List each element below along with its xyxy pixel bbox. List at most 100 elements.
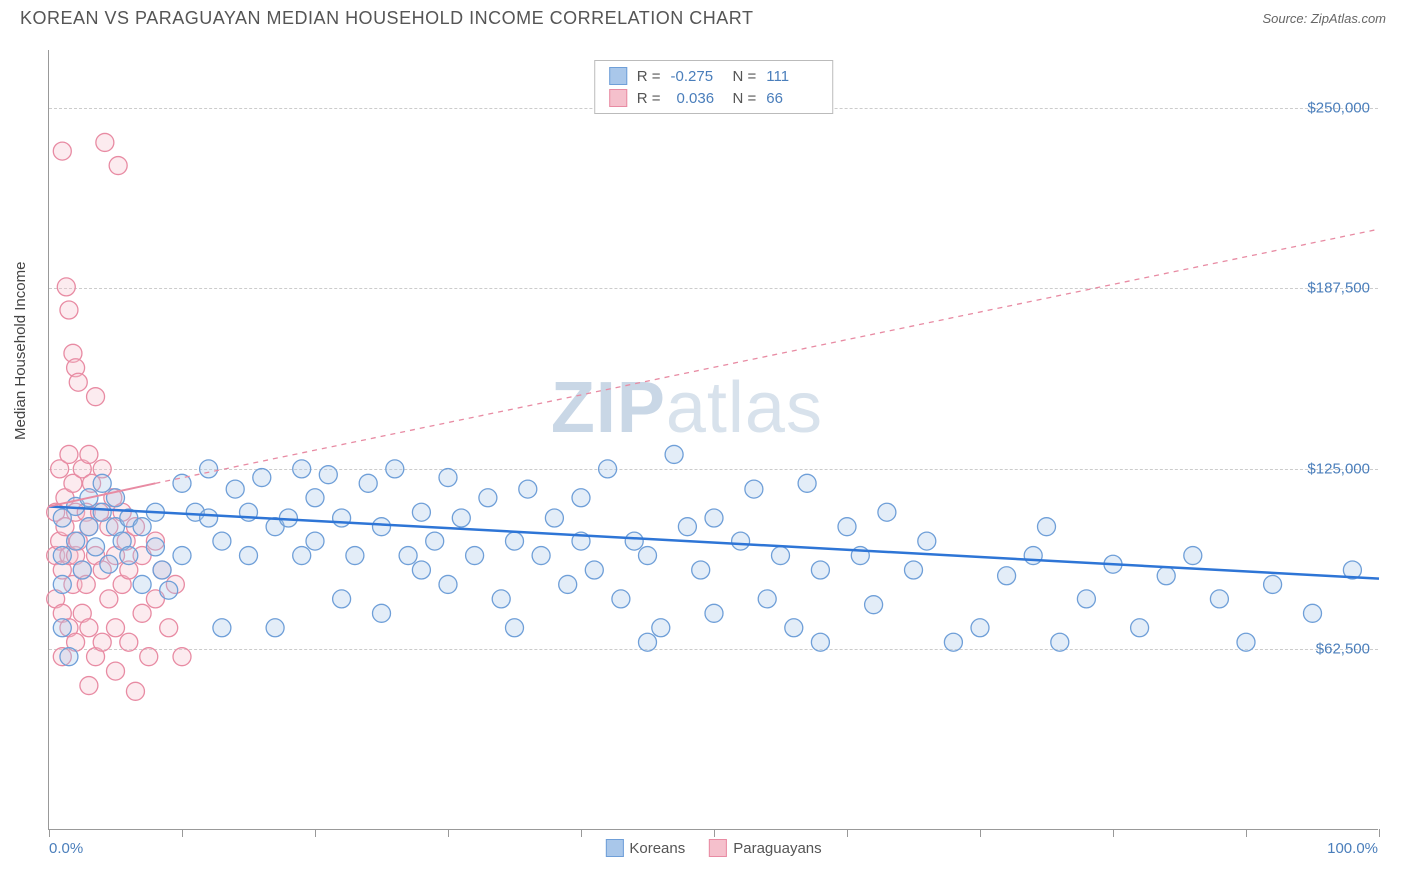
scatter-point bbox=[80, 445, 98, 463]
x-tick bbox=[182, 829, 183, 837]
scatter-point bbox=[506, 619, 524, 637]
scatter-point bbox=[253, 469, 271, 487]
scatter-point bbox=[1024, 547, 1042, 565]
scatter-point bbox=[359, 474, 377, 492]
x-axis-max-label: 100.0% bbox=[1327, 840, 1378, 857]
scatter-point bbox=[373, 518, 391, 536]
scatter-point bbox=[319, 466, 337, 484]
legend-swatch bbox=[709, 839, 727, 857]
scatter-point bbox=[758, 590, 776, 608]
scatter-point bbox=[373, 604, 391, 622]
scatter-point bbox=[519, 480, 537, 498]
scatter-point bbox=[200, 509, 218, 527]
source-attribution: Source: ZipAtlas.com bbox=[1262, 11, 1386, 26]
scatter-point bbox=[67, 532, 85, 550]
x-tick bbox=[581, 829, 582, 837]
x-tick bbox=[1113, 829, 1114, 837]
scatter-point bbox=[1304, 604, 1322, 622]
scatter-point bbox=[439, 575, 457, 593]
scatter-point bbox=[599, 460, 617, 478]
scatter-point bbox=[96, 133, 114, 151]
x-tick bbox=[714, 829, 715, 837]
scatter-point bbox=[1051, 633, 1069, 651]
x-tick bbox=[49, 829, 50, 837]
x-tick bbox=[1379, 829, 1380, 837]
scatter-point bbox=[87, 538, 105, 556]
legend-item: Koreans bbox=[605, 839, 685, 857]
scatter-point bbox=[705, 604, 723, 622]
scatter-point bbox=[213, 532, 231, 550]
scatter-point bbox=[126, 682, 144, 700]
scatter-point bbox=[625, 532, 643, 550]
scatter-point bbox=[306, 532, 324, 550]
scatter-point bbox=[107, 619, 125, 637]
scatter-point bbox=[905, 561, 923, 579]
scatter-point bbox=[585, 561, 603, 579]
x-axis-min-label: 0.0% bbox=[49, 840, 83, 857]
scatter-point bbox=[399, 547, 417, 565]
scatter-point bbox=[53, 547, 71, 565]
scatter-point bbox=[226, 480, 244, 498]
legend-label: Koreans bbox=[629, 840, 685, 857]
scatter-point bbox=[639, 633, 657, 651]
scatter-point bbox=[306, 489, 324, 507]
scatter-point bbox=[865, 596, 883, 614]
scatter-point bbox=[60, 648, 78, 666]
scatter-point bbox=[559, 575, 577, 593]
scatter-point bbox=[678, 518, 696, 536]
x-tick bbox=[1246, 829, 1247, 837]
chart-title: KOREAN VS PARAGUAYAN MEDIAN HOUSEHOLD IN… bbox=[20, 8, 753, 29]
scatter-point bbox=[532, 547, 550, 565]
scatter-point bbox=[266, 619, 284, 637]
scatter-point bbox=[93, 474, 111, 492]
scatter-point bbox=[479, 489, 497, 507]
scatter-point bbox=[69, 373, 87, 391]
y-axis-label: Median Household Income bbox=[12, 262, 29, 440]
scatter-point bbox=[918, 532, 936, 550]
scatter-point bbox=[506, 532, 524, 550]
scatter-point bbox=[87, 388, 105, 406]
scatter-point bbox=[692, 561, 710, 579]
scatter-point bbox=[80, 619, 98, 637]
scatter-point bbox=[1184, 547, 1202, 565]
scatter-point bbox=[93, 503, 111, 521]
scatter-point bbox=[53, 619, 71, 637]
scatter-point bbox=[53, 575, 71, 593]
scatter-point bbox=[652, 619, 670, 637]
scatter-point bbox=[811, 633, 829, 651]
scatter-point bbox=[80, 677, 98, 695]
scatter-point bbox=[120, 547, 138, 565]
scatter-point bbox=[412, 561, 430, 579]
scatter-point bbox=[173, 547, 191, 565]
scatter-point bbox=[1157, 567, 1175, 585]
scatter-point bbox=[545, 509, 563, 527]
scatter-point bbox=[492, 590, 510, 608]
scatter-point bbox=[452, 509, 470, 527]
scatter-point bbox=[798, 474, 816, 492]
scatter-plot-svg bbox=[49, 50, 1378, 829]
scatter-point bbox=[466, 547, 484, 565]
scatter-point bbox=[785, 619, 803, 637]
scatter-point bbox=[732, 532, 750, 550]
scatter-point bbox=[109, 157, 127, 175]
scatter-point bbox=[412, 503, 430, 521]
scatter-point bbox=[346, 547, 364, 565]
swatch-paraguayans bbox=[609, 89, 627, 107]
scatter-point bbox=[971, 619, 989, 637]
scatter-point bbox=[878, 503, 896, 521]
scatter-point bbox=[426, 532, 444, 550]
scatter-point bbox=[772, 547, 790, 565]
scatter-point bbox=[173, 648, 191, 666]
scatter-point bbox=[93, 633, 111, 651]
legend-swatch bbox=[605, 839, 623, 857]
scatter-point bbox=[200, 460, 218, 478]
scatter-point bbox=[333, 590, 351, 608]
scatter-point bbox=[1237, 633, 1255, 651]
scatter-point bbox=[1038, 518, 1056, 536]
scatter-point bbox=[439, 469, 457, 487]
x-tick bbox=[847, 829, 848, 837]
scatter-point bbox=[57, 278, 75, 296]
scatter-point bbox=[160, 581, 178, 599]
scatter-point bbox=[53, 142, 71, 160]
scatter-point bbox=[705, 509, 723, 527]
